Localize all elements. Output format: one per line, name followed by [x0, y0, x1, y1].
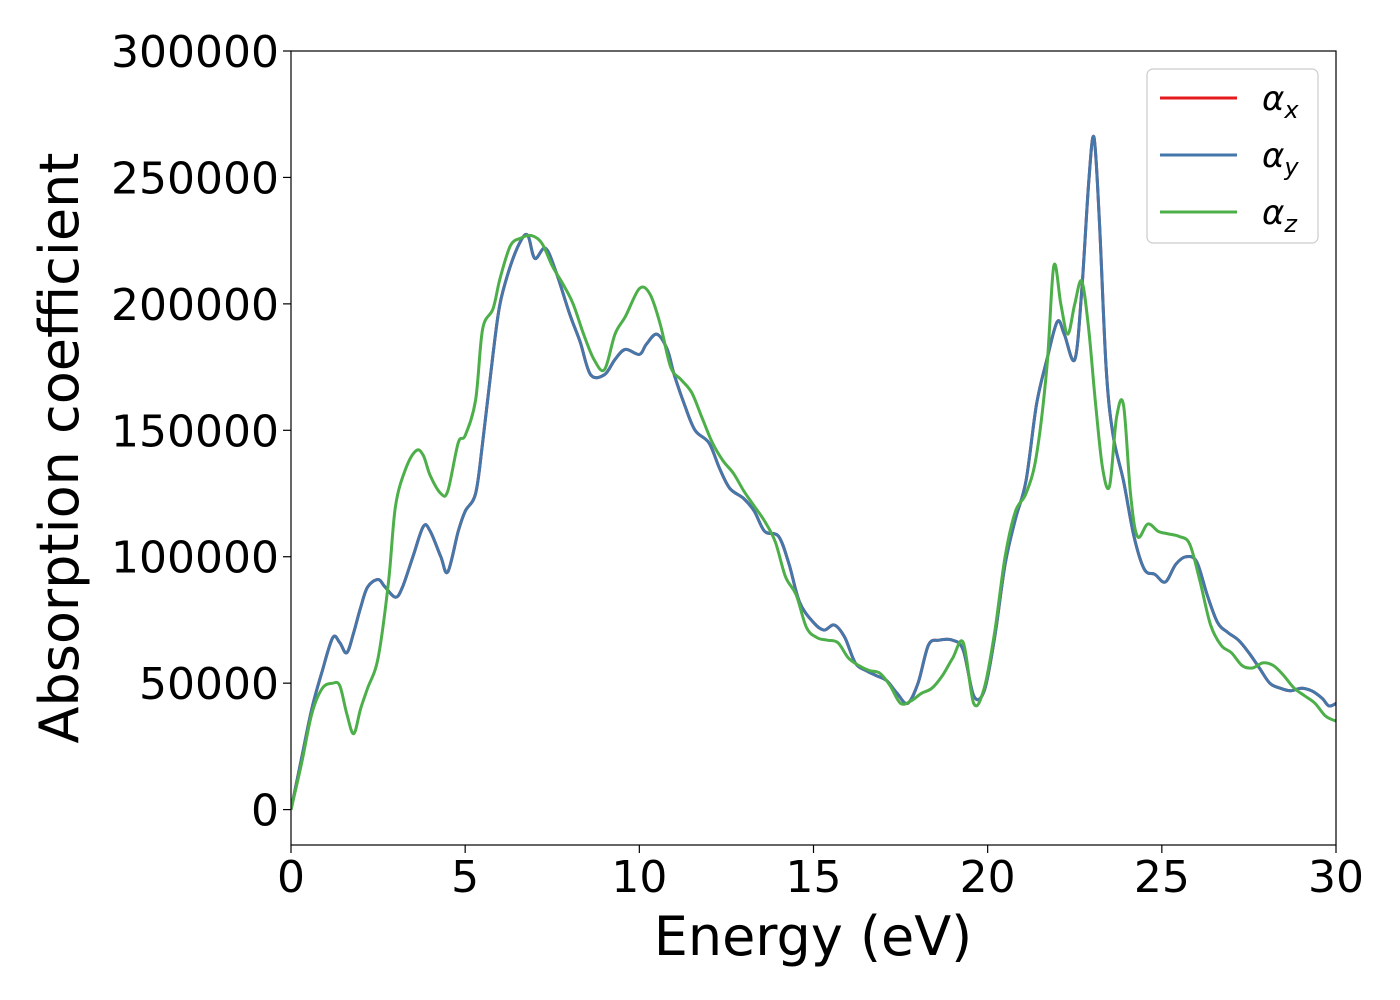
x-axis-label: Energy (eV) — [654, 905, 973, 968]
y-tick-label: 200000 — [111, 280, 279, 331]
series-lines — [291, 134, 1336, 810]
series-line-y — [291, 134, 1336, 810]
legend-label-y: αy — [1262, 136, 1299, 181]
y-axis-label: Absorption coefficient — [28, 153, 91, 744]
x-axis: 0 5 10 15 20 25 30 — [277, 845, 1364, 903]
y-tick-label: 300000 — [111, 27, 279, 78]
legend: αx αy αz — [1146, 68, 1319, 244]
y-tick-label: 0 — [251, 786, 279, 837]
y-axis: 0 50000 100000 150000 200000 250000 300000 — [111, 27, 291, 837]
legend-label-x: αx — [1262, 79, 1299, 124]
x-tick-label: 5 — [451, 852, 479, 903]
x-tick-label: 0 — [277, 852, 305, 903]
legend-label-z: αz — [1262, 193, 1298, 238]
y-tick-label: 250000 — [111, 153, 279, 204]
x-tick-label: 15 — [786, 852, 842, 903]
x-tick-label: 10 — [611, 852, 667, 903]
y-tick-label: 150000 — [111, 406, 279, 457]
y-tick-label: 50000 — [139, 659, 279, 710]
x-tick-label: 30 — [1308, 852, 1364, 903]
x-tick-label: 20 — [960, 852, 1016, 903]
x-tick-label: 25 — [1134, 852, 1190, 903]
y-tick-label: 100000 — [111, 533, 279, 584]
series-line-z — [291, 233, 1336, 810]
